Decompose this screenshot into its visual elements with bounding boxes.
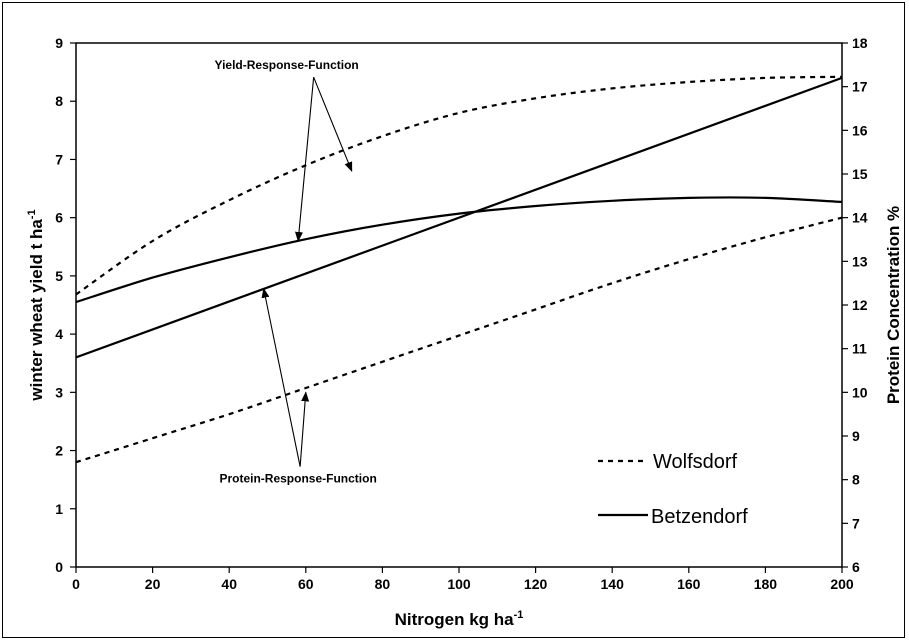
y-left-tick-label: 8 — [55, 93, 63, 109]
y-left-tick-label: 1 — [55, 501, 63, 517]
annotation-label: Protein-Response-Function — [219, 472, 376, 486]
y-right-tick-label: 8 — [852, 472, 860, 488]
plot-area — [75, 42, 843, 568]
x-axis-title: Nitrogen kg ha-1 — [395, 609, 524, 629]
annotation-label: Yield-Response-Function — [215, 58, 359, 72]
x-tick-label: 60 — [298, 576, 314, 592]
y-left-tick-label: 9 — [55, 35, 63, 51]
legend: Wolfsdorf Betzendorf — [598, 451, 748, 528]
y-left-tick-label: 3 — [55, 384, 63, 400]
annotation-arrow — [299, 391, 310, 467]
x-axis-ticks: 0 20 40 60 80 100 120 140 160 180 200 — [72, 567, 854, 592]
y-left-tick-label: 2 — [55, 443, 63, 459]
series-wolfsdorf-protein — [75, 216, 843, 464]
x-tick-label: 160 — [677, 576, 701, 592]
y-right-tick-label: 10 — [852, 384, 868, 400]
x-tick-label: 0 — [72, 576, 80, 592]
y-right-tick-label: 16 — [852, 122, 868, 138]
x-tick-label: 80 — [375, 576, 391, 592]
y-right-tick-label: 17 — [852, 79, 868, 95]
x-tick-label: 20 — [145, 576, 161, 592]
y-left-tick-label: 6 — [55, 210, 63, 226]
y-left-tick-label: 4 — [55, 326, 63, 342]
y-left-axis-ticks: 0 1 2 3 4 5 6 7 8 9 — [55, 35, 76, 575]
x-tick-label: 180 — [754, 576, 778, 592]
x-tick-label: 200 — [830, 576, 854, 592]
legend-label-wolfsdorf: Wolfsdorf — [653, 451, 738, 473]
y-left-tick-label: 7 — [55, 151, 63, 167]
y-right-axis-ticks: 6 7 8 9 10 11 12 13 14 15 16 17 18 — [842, 35, 868, 575]
y-right-tick-label: 12 — [852, 297, 868, 313]
annotation-arrow — [313, 76, 353, 173]
annotation-layer: Yield-Response-Function Protein-Response-… — [215, 58, 377, 485]
series-layer — [75, 75, 843, 464]
y-left-tick-label: 5 — [55, 268, 63, 284]
legend-label-betzendorf: Betzendorf — [651, 506, 748, 528]
y-right-tick-label: 18 — [852, 35, 868, 51]
series-betzendorf-protein — [75, 76, 843, 359]
series-betzendorf-yield — [75, 196, 843, 304]
y-right-tick-label: 6 — [852, 559, 860, 575]
annotation-arrow — [261, 287, 301, 467]
y-right-tick-label: 7 — [852, 515, 860, 531]
y-right-tick-label: 13 — [852, 253, 868, 269]
y-right-axis-title: Protein Concentration % — [884, 206, 903, 404]
x-tick-label: 140 — [601, 576, 625, 592]
y-right-tick-label: 11 — [852, 341, 867, 357]
x-tick-label: 40 — [221, 576, 237, 592]
series-wolfsdorf-yield — [75, 75, 843, 296]
annotation-arrow — [295, 77, 315, 242]
y-left-axis-title: winter wheat yield t ha-1 — [26, 209, 46, 401]
y-right-tick-label: 9 — [852, 428, 860, 444]
y-right-tick-label: 15 — [852, 166, 868, 182]
y-right-tick-label: 14 — [852, 210, 868, 226]
x-tick-label: 120 — [524, 576, 548, 592]
x-tick-label: 100 — [447, 576, 471, 592]
y-left-tick-label: 0 — [55, 559, 63, 575]
